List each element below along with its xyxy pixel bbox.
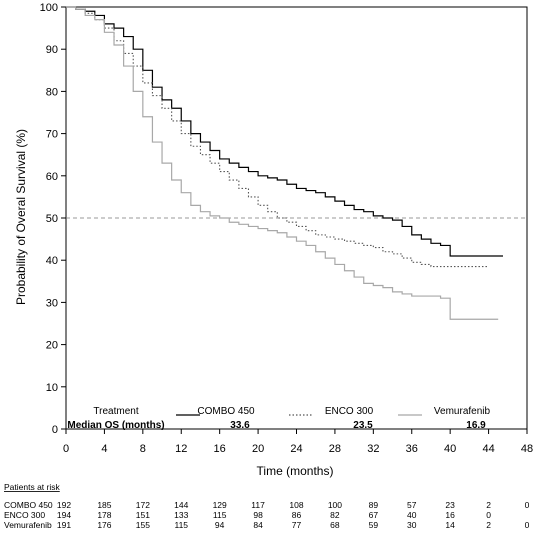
y-tick-label: 30 — [46, 297, 58, 309]
risk-cell: 30 — [407, 520, 417, 530]
x-tick-label: 8 — [140, 443, 146, 455]
x-tick-label: 16 — [214, 443, 226, 455]
risk-cell: 0 — [525, 500, 530, 510]
risk-cell: 115 — [174, 520, 188, 530]
risk-cell: 144 — [174, 500, 188, 510]
risk-cell: 86 — [292, 510, 302, 520]
risk-cell: 14 — [445, 520, 455, 530]
y-tick-label: 50 — [46, 213, 58, 225]
risk-cell: 2 — [486, 520, 491, 530]
y-tick-label: 90 — [46, 44, 58, 56]
legend-entry-median: 16.9 — [466, 420, 486, 431]
x-tick-label: 32 — [367, 443, 379, 455]
legend-entry-name: Vemurafenib — [434, 406, 491, 417]
risk-row-label: COMBO 450 — [4, 500, 53, 510]
risk-cell: 16 — [445, 510, 455, 520]
risk-cell: 67 — [369, 510, 379, 520]
x-tick-label: 0 — [63, 443, 69, 455]
x-tick-label: 12 — [175, 443, 187, 455]
x-tick-label: 44 — [482, 443, 494, 455]
risk-cell: 57 — [407, 500, 417, 510]
risk-cell: 23 — [445, 500, 455, 510]
risk-cell: 172 — [136, 500, 150, 510]
legend-entry-median: 23.5 — [353, 420, 373, 431]
risk-table: Patients at risk COMBO 450 192 185 172 144 12… — [4, 482, 530, 530]
y-tick-label: 10 — [46, 382, 58, 394]
y-tick-label: 100 — [40, 2, 58, 14]
y-tick-label: 70 — [46, 129, 58, 141]
y-tick-label: 0 — [52, 424, 58, 436]
risk-cell: 94 — [215, 520, 225, 530]
risk-cell: 151 — [136, 510, 150, 520]
plot-border — [65, 6, 528, 430]
risk-cell: 176 — [97, 520, 111, 530]
y-axis-label: Probability of Overal Survival (%) — [14, 129, 28, 305]
risk-cell: 178 — [97, 510, 111, 520]
series-line-enco-300 — [66, 6, 489, 268]
x-tick-label: 36 — [406, 443, 418, 455]
risk-cell: 40 — [407, 510, 417, 520]
legend: Treatment Median OS (months) COMBO 450 33… — [67, 406, 490, 431]
risk-cell: 2 — [486, 500, 491, 510]
risk-cell: 129 — [213, 500, 227, 510]
series-line-combo-450 — [66, 6, 503, 257]
risk-row-label: Vemurafenib — [4, 520, 52, 530]
legend-subheader: Median OS (months) — [67, 420, 164, 431]
risk-row-label: ENCO 300 — [4, 510, 45, 520]
risk-cell: 77 — [292, 520, 302, 530]
risk-cell: 192 — [57, 500, 71, 510]
risk-cell: 82 — [330, 510, 340, 520]
series-group — [66, 6, 503, 320]
y-tick-label: 20 — [46, 340, 58, 352]
legend-header: Treatment — [93, 406, 138, 417]
legend-entry-median: 33.6 — [230, 420, 250, 431]
risk-cell: 0 — [525, 520, 530, 530]
x-tick-label: 48 — [521, 443, 533, 455]
risk-cell: 84 — [253, 520, 263, 530]
y-tick-label: 40 — [46, 255, 58, 267]
legend-entry-name: COMBO 450 — [197, 406, 255, 417]
y-tick-label: 60 — [46, 171, 58, 183]
risk-cell: 98 — [253, 510, 263, 520]
risk-cell: 133 — [174, 510, 188, 520]
risk-cell: 0 — [486, 510, 491, 520]
x-tick-label: 20 — [252, 443, 264, 455]
risk-cell: 100 — [328, 500, 342, 510]
risk-cell: 59 — [369, 520, 379, 530]
x-tick-label: 40 — [444, 443, 456, 455]
legend-entry-name: ENCO 300 — [325, 406, 374, 417]
risk-cell: 155 — [136, 520, 150, 530]
risk-cell: 191 — [57, 520, 71, 530]
risk-cell: 115 — [213, 510, 227, 520]
x-axis-label: Time (months) — [257, 464, 334, 478]
risk-cell: 117 — [251, 500, 265, 510]
series-line-vemurafenib — [66, 6, 499, 320]
risk-cell: 89 — [369, 500, 379, 510]
risk-cell: 108 — [289, 500, 303, 510]
risk-cell: 194 — [57, 510, 71, 520]
x-tick-label: 28 — [329, 443, 341, 455]
x-tick-label: 24 — [290, 443, 302, 455]
risk-cell: 185 — [97, 500, 111, 510]
risk-cell: 68 — [330, 520, 340, 530]
y-tick-label: 80 — [46, 86, 58, 98]
plot-frame — [65, 6, 528, 430]
risk-table-title: Patients at risk — [4, 482, 60, 492]
x-tick-label: 4 — [101, 443, 107, 455]
